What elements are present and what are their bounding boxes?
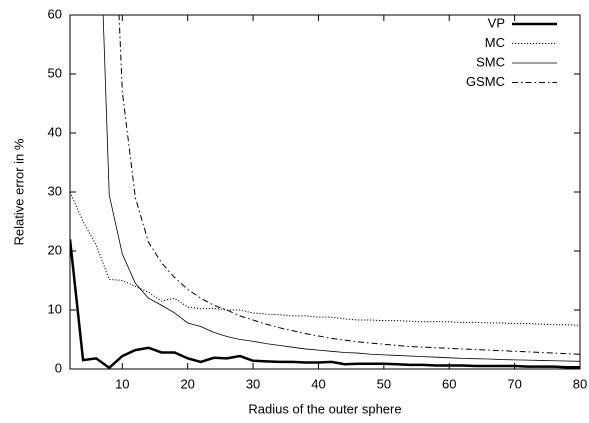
x-tick-label: 40: [311, 376, 325, 391]
legend-label: SMC: [476, 54, 505, 69]
y-tick-label: 0: [55, 360, 62, 375]
y-tick-label: 40: [48, 124, 62, 139]
series-line: [118, 15, 580, 355]
legend-label: VP: [488, 15, 505, 30]
x-axis-label: Radius of the outer sphere: [248, 401, 401, 416]
legend-label: GSMC: [466, 74, 505, 89]
x-tick-label: 50: [377, 376, 391, 391]
x-tick-label: 20: [180, 376, 194, 391]
y-axis-label: Relative error in %: [11, 138, 26, 245]
x-tick-label: 70: [507, 376, 521, 391]
series-line: [70, 239, 580, 369]
x-tick-label: 60: [442, 376, 456, 391]
x-tick-label: 80: [573, 376, 587, 391]
legend-label: MC: [485, 35, 505, 50]
y-tick-label: 50: [48, 65, 62, 80]
x-tick-label: 30: [246, 376, 260, 391]
y-tick-label: 20: [48, 242, 62, 257]
y-tick-label: 30: [48, 183, 62, 198]
series-line: [70, 191, 580, 326]
x-tick-label: 10: [115, 376, 129, 391]
y-tick-label: 10: [48, 301, 62, 316]
plot-area: [70, 15, 580, 369]
y-tick-label: 60: [48, 6, 62, 21]
series-line: [102, 15, 580, 362]
